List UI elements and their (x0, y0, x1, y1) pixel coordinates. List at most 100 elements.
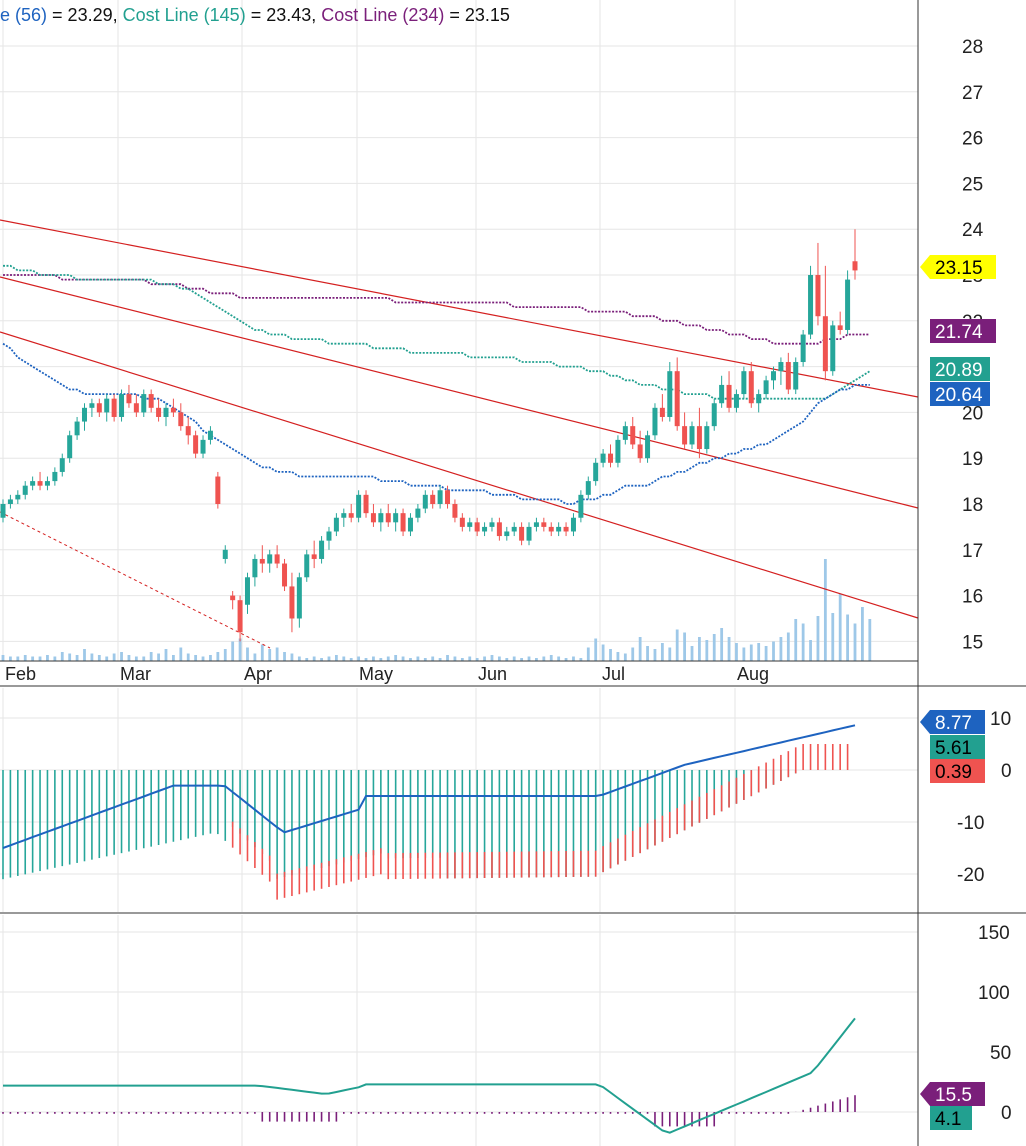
price-tick-label: 28 (962, 37, 983, 58)
volume-bar (305, 658, 309, 661)
candle-body (259, 558, 265, 564)
candle-body (430, 494, 436, 504)
volume-bar (497, 656, 501, 661)
candle-body (793, 362, 799, 390)
candle-body (215, 476, 221, 504)
volume-bar (1, 655, 5, 661)
volume-bar (423, 658, 427, 661)
osc-red-tag-text: 0.39 (935, 762, 972, 783)
osc-green-tag-text: 5.61 (935, 738, 972, 759)
month-tick-label: Feb (5, 664, 36, 684)
volume-bar (401, 656, 405, 661)
candle-body (356, 494, 362, 518)
candle-body (200, 439, 206, 454)
candle-body (333, 517, 339, 532)
volume-bar (535, 658, 538, 661)
volume-bar (238, 638, 242, 661)
candle-body (467, 522, 473, 527)
volume-bar (846, 614, 849, 661)
volume-bar (372, 656, 375, 661)
trend-line (0, 331, 919, 619)
candle-body (785, 362, 791, 390)
volume-bar (712, 634, 716, 661)
volume-bar (209, 655, 212, 661)
volume-bar (416, 656, 420, 661)
candle-body (511, 526, 517, 532)
momentum-bar-tag-pointer (920, 1082, 930, 1106)
osc-tick-label: 0 (1001, 761, 1012, 782)
candle-body (711, 403, 717, 427)
volume-bar (31, 656, 35, 661)
candle-body (526, 526, 532, 541)
volume-bar (290, 653, 294, 661)
candle-body (341, 513, 347, 518)
volume-bar (83, 649, 86, 661)
momentum-line-tag-text: 4.1 (935, 1109, 961, 1130)
candle-body (74, 421, 80, 436)
volume-bar (164, 649, 168, 661)
candle-body (237, 600, 243, 633)
volume-bar (616, 652, 620, 661)
volume-bar (60, 652, 64, 661)
candle-body (578, 494, 584, 518)
candle-body (489, 522, 495, 527)
candle-body (422, 494, 428, 509)
candle-body (348, 513, 354, 518)
volume-bar (120, 652, 123, 661)
candle-body (415, 508, 421, 518)
volume-bar (349, 658, 353, 661)
candle-body (556, 526, 562, 532)
osc-signal-tag-pointer (920, 710, 930, 734)
trend-lines (0, 219, 919, 649)
ma56-tag-text: 20.64 (935, 385, 983, 406)
volume-bar (772, 641, 775, 661)
candle-body (496, 522, 502, 537)
volume-bar (268, 649, 272, 661)
candle-body (600, 453, 606, 463)
volume-bar (749, 644, 753, 661)
osc-tick-label: -20 (957, 865, 984, 886)
month-tick-label: Apr (244, 664, 272, 684)
volume-bar (157, 653, 160, 661)
candle-body (370, 513, 376, 523)
candle-body (437, 490, 443, 504)
candle-body (407, 517, 413, 532)
volume-bar (720, 628, 724, 661)
candle-body (267, 554, 273, 564)
candle-body (104, 398, 110, 413)
value-tags: 23.15 21.74 20.89 20.64 8.77 5.61 0.39 15.5 4.1 (920, 255, 996, 1130)
volume-bar (549, 655, 553, 661)
candle-body (141, 394, 147, 413)
ma56-tag-box (930, 382, 990, 406)
candle-body (37, 481, 43, 486)
mom-tick-label: 150 (978, 923, 1010, 944)
volume-bar (223, 649, 227, 661)
candle-body (541, 522, 547, 527)
price-tick-label: 17 (962, 541, 983, 562)
candle-body (808, 275, 814, 335)
ma56-line (2, 342, 870, 505)
candle-body (630, 426, 636, 445)
volume-bar (705, 640, 709, 661)
volume-bar (823, 559, 827, 661)
candle-body (674, 371, 680, 427)
candle-body (652, 407, 658, 436)
volume-bar (557, 656, 561, 661)
candle-body (156, 407, 162, 417)
volume-bar (297, 656, 301, 661)
osc-tick-label: 10 (990, 709, 1011, 730)
candle-body (67, 435, 73, 459)
candle-body (119, 394, 125, 417)
candle-body (748, 371, 754, 404)
volume-bar (201, 656, 205, 661)
candle-body (659, 407, 665, 417)
volume-bar (868, 619, 872, 661)
candle-body (622, 426, 628, 440)
candle-body (126, 394, 132, 404)
momentum-bar-tag-box (930, 1082, 985, 1106)
candle-body (7, 499, 13, 504)
momentum-bar-tag-text: 15.5 (935, 1085, 972, 1106)
mom-tick-label: 100 (978, 983, 1010, 1004)
candle-body (222, 549, 228, 559)
volume-bar (246, 647, 249, 661)
